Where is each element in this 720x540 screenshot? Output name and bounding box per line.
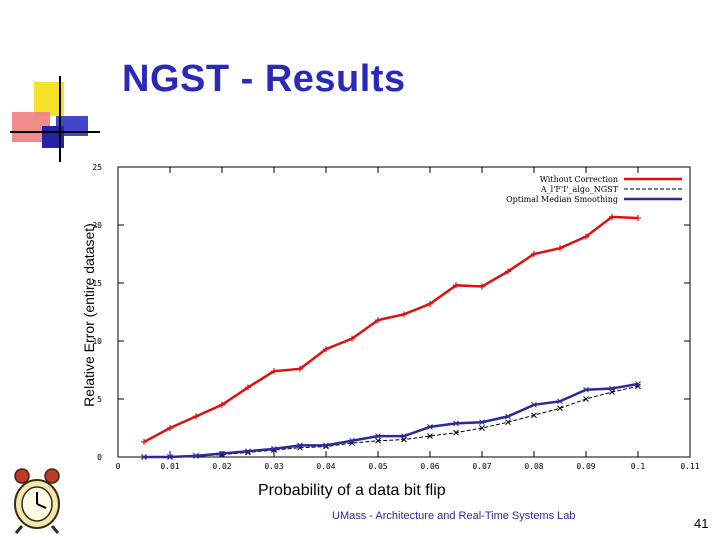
data-point: [635, 215, 641, 222]
data-point: [349, 437, 355, 444]
data-point: [271, 368, 277, 375]
plot-frame: [117, 166, 691, 458]
data-point: [427, 433, 433, 439]
data-point: [557, 398, 563, 405]
x-tick-label: 0.05: [368, 462, 387, 471]
x-tick-label: 0.09: [576, 462, 595, 471]
data-point: [557, 245, 563, 252]
data-point: [479, 283, 485, 290]
data-point: [427, 423, 433, 430]
x-tick-label: 0.11: [680, 462, 699, 471]
data-point: [323, 346, 329, 353]
data-point: [219, 450, 225, 457]
chart-legend: Without CorrectionA_l'F'I'_algo_NGSTOpti…: [506, 175, 682, 204]
data-point: [609, 385, 615, 392]
data-point: [427, 300, 433, 307]
x-tick-label: 0.01: [160, 462, 179, 471]
data-point: [297, 442, 303, 449]
x-tick-label: 0.04: [316, 462, 335, 471]
x-tick-label: 0.06: [420, 462, 439, 471]
data-point: [505, 413, 511, 420]
data-point: [375, 433, 381, 439]
series-line: [144, 382, 639, 459]
line-chart: 0 0.01 0.02 0.03 0.04 0.05 0.06 0.07 0.08 0.09 0.1…: [81, 163, 700, 471]
x-axis-label: Probability of a data bit flip: [258, 482, 446, 499]
y-axis-label: Relative Error (entire dataset): [81, 223, 97, 407]
data-point: [453, 282, 459, 289]
chart-series: [141, 213, 641, 460]
data-point: [401, 311, 407, 318]
data-point: [505, 419, 511, 426]
data-point: [141, 454, 147, 460]
chart-ticks: 0 0.01 0.02 0.03 0.04 0.05 0.06 0.07 0.08 0.09 0.1…: [92, 163, 699, 471]
slide-footer: UMass - Architecture and Real-Time Syste…: [332, 510, 576, 522]
data-point: [609, 213, 615, 220]
y-tick-label: 5: [97, 395, 102, 404]
data-point: [323, 442, 329, 449]
slide-title: NGST - Results: [122, 58, 406, 100]
data-point: [167, 425, 173, 431]
x-tick-label: 0.02: [212, 462, 231, 471]
data-point: [583, 233, 589, 240]
data-point: [245, 384, 251, 391]
data-point: [453, 420, 459, 427]
data-point: [245, 448, 251, 455]
data-point: [375, 317, 381, 324]
data-point: [167, 454, 173, 460]
data-point: [583, 396, 589, 402]
y-tick-label: 0: [97, 453, 102, 462]
data-point: [401, 433, 407, 439]
y-tick-label: 10: [92, 337, 102, 346]
data-point: [349, 335, 355, 342]
data-point: [505, 268, 511, 275]
data-point: [193, 413, 199, 420]
series-line: [144, 385, 639, 458]
data-point: [531, 412, 537, 419]
data-point: [531, 401, 537, 408]
legend-label: Without Correction: [540, 175, 618, 184]
data-point: [219, 401, 225, 408]
page-number: 41: [694, 516, 709, 531]
chart-axes: [117, 166, 691, 458]
y-tick-label: 15: [92, 279, 102, 288]
x-tick-label: 0.07: [472, 462, 491, 471]
data-point: [141, 438, 147, 445]
y-tick-label: 25: [92, 163, 102, 172]
alarm-clock-icon: [14, 468, 60, 534]
x-tick-label: 0.1: [631, 462, 646, 471]
data-point: [479, 419, 485, 426]
data-point: [193, 452, 199, 459]
data-point: [453, 429, 459, 436]
data-point: [297, 365, 303, 372]
data-point: [271, 446, 277, 452]
y-tick-label: 20: [92, 221, 102, 230]
data-point: [557, 405, 563, 412]
data-point: [531, 251, 537, 257]
x-tick-label: 0.08: [524, 462, 543, 471]
data-point: [635, 381, 641, 387]
x-tick-label: 0.03: [264, 462, 283, 471]
data-point: [583, 386, 589, 393]
data-point: [479, 425, 485, 431]
x-tick-label: 0: [116, 462, 121, 471]
legend-label: Optimal Median Smoothing: [506, 195, 618, 204]
series-line: [143, 215, 639, 444]
legend-label: A_l'F'I'_algo_NGST: [540, 185, 619, 194]
data-point: [375, 437, 381, 444]
decorative-squares-logo-icon: [10, 76, 100, 162]
